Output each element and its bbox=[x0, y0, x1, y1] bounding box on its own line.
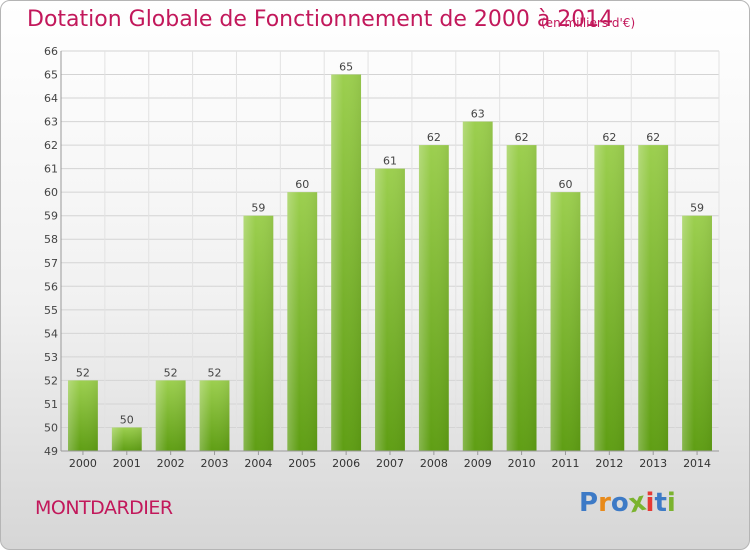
y-tick-label: 58 bbox=[44, 233, 58, 246]
y-tick-label: 64 bbox=[44, 92, 58, 105]
data-label: 62 bbox=[602, 131, 616, 144]
bar-sheen bbox=[506, 145, 537, 451]
y-tick-label: 54 bbox=[44, 327, 58, 340]
bar-sheen bbox=[111, 427, 142, 451]
x-tick-label: 2004 bbox=[244, 457, 272, 470]
logo-letter: P bbox=[579, 488, 599, 518]
data-label: 62 bbox=[515, 131, 529, 144]
municipality-name: MONTDARDIER bbox=[35, 497, 173, 519]
y-tick-label: 66 bbox=[44, 45, 58, 58]
x-tick-label: 2007 bbox=[376, 457, 404, 470]
bar-sheen bbox=[682, 215, 712, 451]
bar-sheen bbox=[199, 380, 230, 451]
bar-sheen bbox=[462, 121, 493, 452]
logo-letter: t bbox=[654, 488, 667, 518]
x-tick-label: 2008 bbox=[420, 457, 448, 470]
proxiti-logo: Proxiti bbox=[579, 487, 676, 520]
data-label: 62 bbox=[427, 131, 441, 144]
chart-subtitle: (en milliers d'€) bbox=[541, 16, 636, 30]
data-label: 52 bbox=[76, 366, 90, 379]
data-label: 60 bbox=[558, 178, 572, 191]
data-label: 52 bbox=[208, 366, 222, 379]
x-tick-label: 2013 bbox=[639, 457, 667, 470]
logo-letter: o bbox=[610, 488, 629, 518]
bar-sheen bbox=[594, 145, 625, 451]
bar-sheen bbox=[418, 145, 449, 451]
data-label: 63 bbox=[471, 108, 485, 121]
x-tick-label: 2003 bbox=[201, 457, 229, 470]
y-tick-label: 57 bbox=[44, 257, 58, 270]
y-tick-label: 51 bbox=[44, 398, 58, 411]
data-label: 62 bbox=[646, 131, 660, 144]
data-label: 65 bbox=[339, 61, 353, 74]
bar-sheen bbox=[155, 380, 186, 451]
x-tick-label: 2005 bbox=[288, 457, 316, 470]
bar-sheen bbox=[638, 145, 669, 451]
y-tick-label: 62 bbox=[44, 139, 58, 152]
y-tick-label: 59 bbox=[44, 210, 58, 223]
x-tick-label: 2012 bbox=[595, 457, 623, 470]
y-tick-label: 53 bbox=[44, 351, 58, 364]
data-label: 59 bbox=[251, 202, 265, 215]
y-tick-label: 49 bbox=[44, 445, 58, 458]
data-label: 61 bbox=[383, 155, 397, 168]
logo-letter: i bbox=[645, 488, 655, 518]
y-tick-label: 61 bbox=[44, 163, 58, 176]
x-tick-label: 2011 bbox=[551, 457, 579, 470]
x-tick-label: 2002 bbox=[157, 457, 185, 470]
x-tick-label: 2000 bbox=[69, 457, 97, 470]
data-label: 59 bbox=[690, 202, 704, 215]
bar-sheen bbox=[243, 215, 274, 451]
y-tick-label: 60 bbox=[44, 186, 58, 199]
bar-sheen bbox=[550, 192, 581, 452]
y-tick-label: 63 bbox=[44, 116, 58, 129]
bar-sheen bbox=[375, 168, 405, 451]
x-tick-label: 2001 bbox=[113, 457, 141, 470]
data-label: 52 bbox=[164, 366, 178, 379]
x-tick-label: 2006 bbox=[332, 457, 360, 470]
y-tick-label: 52 bbox=[44, 374, 58, 387]
y-tick-label: 56 bbox=[44, 280, 58, 293]
x-tick-label: 2014 bbox=[683, 457, 711, 470]
logo-letter: r bbox=[598, 488, 611, 518]
data-label: 60 bbox=[295, 178, 309, 191]
y-tick-label: 65 bbox=[44, 69, 58, 82]
logo-letter: i bbox=[666, 488, 676, 518]
bar-sheen bbox=[287, 192, 318, 452]
bar-sheen bbox=[331, 74, 362, 451]
y-tick-label: 55 bbox=[44, 304, 58, 317]
bar-sheen bbox=[68, 380, 98, 451]
chart-title: Dotation Globale de Fonctionnement de 20… bbox=[27, 7, 614, 32]
data-label: 50 bbox=[120, 413, 134, 426]
x-tick-label: 2010 bbox=[508, 457, 536, 470]
y-tick-label: 50 bbox=[44, 421, 58, 434]
x-tick-label: 2009 bbox=[464, 457, 492, 470]
